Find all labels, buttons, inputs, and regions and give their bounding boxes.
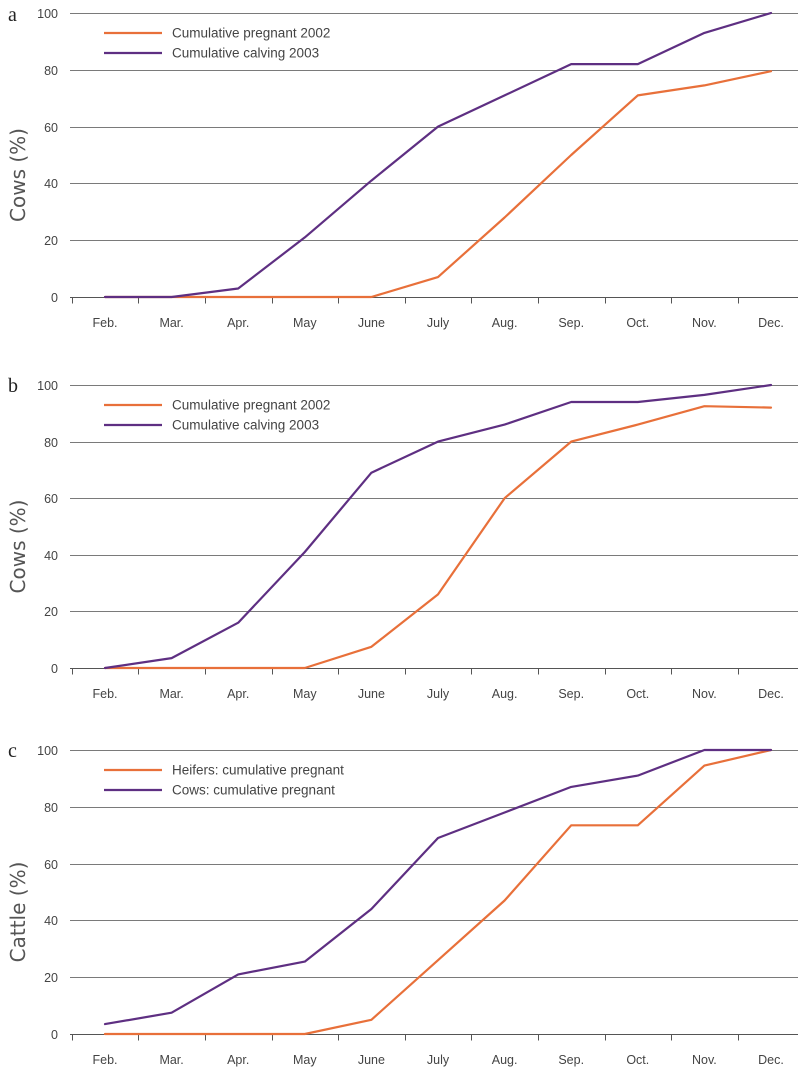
chart-panel-b: b 0 20 40 60 80 100 Feb. Mar. Apr. May June July Aug.… (6, 375, 798, 701)
y-tick-label: 80 (44, 436, 58, 450)
series-line-purple (103, 383, 773, 670)
x-tick-label: June (358, 687, 385, 701)
y-tick-label: 60 (44, 492, 58, 506)
y-tick-label: 80 (44, 64, 58, 78)
legend-label: Heifers: cumulative pregnant (172, 763, 344, 778)
x-tick-label: July (427, 687, 450, 701)
y-tick-label: 80 (44, 801, 58, 815)
x-tick-label: Sep. (558, 687, 584, 701)
legend-label: Cumulative calving 2003 (172, 418, 319, 433)
x-tick-label: Oct. (626, 687, 649, 701)
x-tick-label: Sep. (558, 1053, 584, 1067)
y-tick-label: 100 (37, 379, 58, 393)
x-tick-label: May (293, 687, 317, 701)
y-axis-title: Cattle (%) (6, 862, 30, 963)
y-axis-title: Cows (%) (6, 500, 30, 594)
x-tick-label: Oct. (626, 1053, 649, 1067)
y-tick-label: 40 (44, 177, 58, 191)
x-tick-label: Dec. (758, 316, 784, 330)
x-tick-label: Aug. (492, 1053, 518, 1067)
x-tick-label: Feb. (92, 316, 117, 330)
x-tick-label: July (427, 316, 450, 330)
series-line-orange (103, 70, 773, 299)
x-tick-label: Mar. (159, 687, 183, 701)
panel-label: c (8, 740, 17, 762)
y-tick-label: 0 (51, 662, 58, 676)
x-tick-label: Nov. (692, 687, 717, 701)
panel-label: a (8, 4, 17, 26)
y-tick-label: 100 (37, 744, 58, 758)
x-tick-label: Dec. (758, 1053, 784, 1067)
x-tick-label: Apr. (227, 687, 249, 701)
legend-label: Cumulative pregnant 2002 (172, 26, 330, 41)
y-tick-label: 0 (51, 291, 58, 305)
y-tick-label: 100 (37, 7, 58, 21)
x-tick-label: Aug. (492, 687, 518, 701)
y-axis-title: Cows (%) (6, 128, 30, 222)
x-tick-label: Nov. (692, 316, 717, 330)
x-tick-label: Mar. (159, 316, 183, 330)
x-tick-label: Aug. (492, 316, 518, 330)
y-tick-label: 0 (51, 1028, 58, 1042)
x-tick-label: Feb. (92, 1053, 117, 1067)
panel-label: b (8, 375, 18, 397)
x-tick-label: Oct. (626, 316, 649, 330)
y-tick-label: 40 (44, 549, 58, 563)
y-tick-label: 20 (44, 971, 58, 985)
x-tick-label: Feb. (92, 687, 117, 701)
x-tick-label: Nov. (692, 1053, 717, 1067)
x-tick-label: May (293, 316, 317, 330)
series-line-orange (103, 748, 773, 1036)
x-tick-label: Mar. (159, 1053, 183, 1067)
legend-label: Cumulative calving 2003 (172, 46, 319, 61)
x-tick-label: June (358, 1053, 385, 1067)
y-tick-label: 60 (44, 858, 58, 872)
x-tick-label: Apr. (227, 316, 249, 330)
series-line-orange (103, 405, 773, 670)
chart-panel-c: c 0 20 40 60 80 100 Feb. Mar. Apr. May June July Aug.… (6, 740, 798, 1067)
x-tick-label: June (358, 316, 385, 330)
x-tick-label: Dec. (758, 687, 784, 701)
legend-label: Cumulative pregnant 2002 (172, 398, 330, 413)
x-tick-label: May (293, 1053, 317, 1067)
y-tick-label: 20 (44, 234, 58, 248)
x-tick-label: July (427, 1053, 450, 1067)
x-tick-label: Sep. (558, 316, 584, 330)
series-line-purple (103, 11, 773, 299)
chart-panel-a: a 0 20 40 60 80 100 Feb. Mar. Apr. May June July Aug.… (6, 4, 798, 330)
y-tick-label: 20 (44, 605, 58, 619)
x-tick-label: Apr. (227, 1053, 249, 1067)
y-tick-label: 40 (44, 914, 58, 928)
legend-label: Cows: cumulative pregnant (172, 783, 335, 798)
y-tick-label: 60 (44, 121, 58, 135)
series-line-purple (103, 748, 773, 1026)
